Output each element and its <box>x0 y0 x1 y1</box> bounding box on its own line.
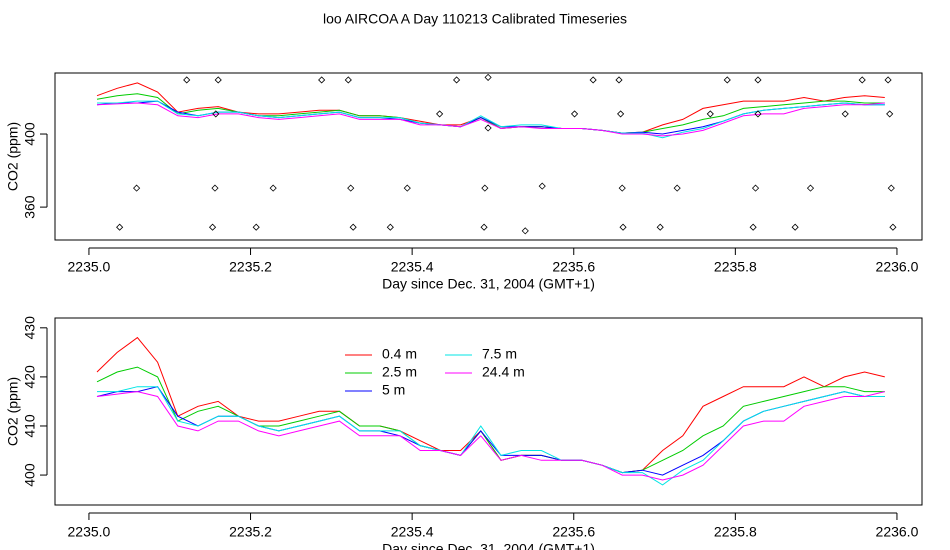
point <box>570 110 579 118</box>
y-tick-label: 400 <box>22 463 38 487</box>
plot-frame <box>54 317 923 506</box>
point <box>884 76 892 84</box>
x-axis-label: Day since Dec. 31, 2004 (GMT+1) <box>382 276 595 292</box>
point <box>706 110 714 118</box>
y-tick-label: 410 <box>22 414 38 438</box>
point <box>751 184 760 192</box>
point <box>344 76 352 84</box>
point <box>183 76 191 84</box>
point <box>723 76 731 84</box>
series-line <box>96 386 885 476</box>
point <box>349 223 357 231</box>
series-line <box>96 391 885 481</box>
y-tick-label: 430 <box>22 316 38 340</box>
point <box>841 110 849 118</box>
point <box>806 184 815 192</box>
legend-label: 2.5 m <box>382 364 417 380</box>
point <box>619 223 627 231</box>
x-tick-label: 2235.0 <box>68 259 111 275</box>
x-tick-label: 2235.2 <box>229 524 272 540</box>
point <box>347 184 355 192</box>
y-tick-label: 400 <box>22 122 38 146</box>
point <box>212 110 220 118</box>
y-axis-label: CO2 (ppm) <box>5 122 21 191</box>
legend-label: 5 m <box>382 382 405 398</box>
point <box>887 184 895 192</box>
point <box>521 227 529 235</box>
plot-frame <box>54 72 923 241</box>
point <box>252 223 260 231</box>
x-tick-label: 2235.2 <box>229 259 272 275</box>
x-tick-label: 2236.0 <box>876 259 919 275</box>
point <box>436 110 444 118</box>
point <box>453 76 461 84</box>
point <box>673 184 681 192</box>
x-tick-label: 2235.6 <box>552 259 595 275</box>
figure-title: loo AIRCOA A Day 110213 Calibrated Times… <box>323 11 627 27</box>
y-tick-label: 360 <box>22 195 38 219</box>
point <box>886 110 894 118</box>
x-tick-label: 2235.8 <box>714 524 757 540</box>
point <box>749 223 757 231</box>
point <box>133 184 141 192</box>
point <box>269 184 277 192</box>
x-tick-label: 2235.4 <box>391 259 434 275</box>
point <box>480 223 488 231</box>
series-line <box>96 366 885 474</box>
point <box>754 110 762 118</box>
x-tick-label: 2235.8 <box>714 259 757 275</box>
point <box>617 110 625 118</box>
x-axis-label: Day since Dec. 31, 2004 (GMT+1) <box>382 541 595 550</box>
point <box>318 76 326 84</box>
point <box>615 76 623 84</box>
point <box>484 73 492 81</box>
point <box>214 76 222 84</box>
point <box>656 223 664 231</box>
series-line <box>97 100 885 139</box>
series-line <box>97 386 885 486</box>
point <box>208 223 217 231</box>
series-line <box>96 82 885 134</box>
legend-label: 7.5 m <box>482 346 517 362</box>
point <box>889 223 897 231</box>
point <box>791 223 799 231</box>
x-tick-label: 2235.6 <box>552 524 595 540</box>
x-tick-label: 2235.0 <box>68 524 111 540</box>
y-tick-label: 420 <box>22 365 38 389</box>
legend-label: 24.4 m <box>482 364 525 380</box>
point <box>618 184 626 192</box>
point <box>858 76 866 84</box>
x-tick-label: 2235.4 <box>391 524 434 540</box>
point <box>211 184 219 192</box>
point <box>538 182 546 190</box>
point <box>484 124 492 132</box>
point <box>754 76 762 84</box>
y-axis-label: CO2 (ppm) <box>5 377 21 446</box>
series-line <box>96 102 885 137</box>
legend-label: 0.4 m <box>382 346 417 362</box>
point <box>386 223 394 231</box>
x-tick-label: 2236.0 <box>876 524 919 540</box>
point <box>589 76 597 84</box>
series-line <box>96 93 885 134</box>
point <box>403 184 411 192</box>
point <box>481 184 489 192</box>
point <box>116 223 124 231</box>
